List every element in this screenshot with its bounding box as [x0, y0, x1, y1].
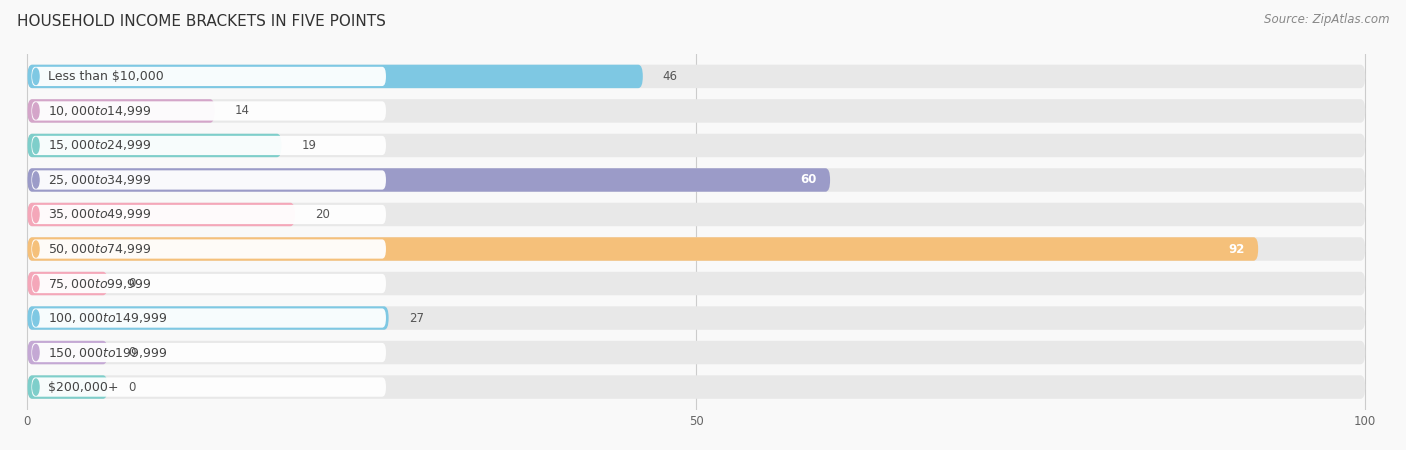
Circle shape: [32, 68, 39, 85]
Text: 19: 19: [302, 139, 316, 152]
FancyBboxPatch shape: [31, 239, 387, 259]
Circle shape: [32, 379, 39, 395]
Text: $50,000 to $74,999: $50,000 to $74,999: [48, 242, 152, 256]
Text: $15,000 to $24,999: $15,000 to $24,999: [48, 139, 152, 153]
Text: 14: 14: [235, 104, 250, 117]
FancyBboxPatch shape: [28, 168, 1365, 192]
FancyBboxPatch shape: [31, 101, 387, 121]
Text: 0: 0: [128, 381, 135, 394]
FancyBboxPatch shape: [28, 272, 108, 295]
Text: Source: ZipAtlas.com: Source: ZipAtlas.com: [1264, 14, 1389, 27]
Text: $25,000 to $34,999: $25,000 to $34,999: [48, 173, 152, 187]
Text: 46: 46: [662, 70, 678, 83]
Text: 0: 0: [128, 346, 135, 359]
FancyBboxPatch shape: [31, 308, 387, 328]
Text: HOUSEHOLD INCOME BRACKETS IN FIVE POINTS: HOUSEHOLD INCOME BRACKETS IN FIVE POINTS: [17, 14, 385, 28]
FancyBboxPatch shape: [31, 274, 387, 293]
FancyBboxPatch shape: [28, 375, 108, 399]
Circle shape: [32, 241, 39, 257]
FancyBboxPatch shape: [28, 272, 1365, 295]
Text: 20: 20: [315, 208, 330, 221]
FancyBboxPatch shape: [28, 168, 830, 192]
Text: Less than $10,000: Less than $10,000: [48, 70, 165, 83]
FancyBboxPatch shape: [28, 237, 1365, 261]
FancyBboxPatch shape: [28, 306, 1365, 330]
FancyBboxPatch shape: [31, 343, 387, 362]
FancyBboxPatch shape: [28, 237, 1258, 261]
Circle shape: [32, 172, 39, 188]
Circle shape: [32, 344, 39, 360]
Text: 60: 60: [800, 174, 817, 186]
Text: $150,000 to $199,999: $150,000 to $199,999: [48, 346, 167, 360]
FancyBboxPatch shape: [28, 65, 643, 88]
Text: $35,000 to $49,999: $35,000 to $49,999: [48, 207, 152, 221]
Circle shape: [32, 275, 39, 292]
FancyBboxPatch shape: [28, 375, 1365, 399]
Text: $200,000+: $200,000+: [48, 381, 120, 394]
Circle shape: [32, 207, 39, 223]
FancyBboxPatch shape: [28, 65, 1365, 88]
FancyBboxPatch shape: [31, 205, 387, 224]
Circle shape: [32, 137, 39, 153]
FancyBboxPatch shape: [28, 306, 388, 330]
FancyBboxPatch shape: [28, 203, 295, 226]
FancyBboxPatch shape: [28, 134, 281, 157]
FancyBboxPatch shape: [28, 341, 108, 364]
FancyBboxPatch shape: [28, 99, 1365, 123]
Text: $10,000 to $14,999: $10,000 to $14,999: [48, 104, 152, 118]
FancyBboxPatch shape: [28, 203, 1365, 226]
Circle shape: [32, 310, 39, 326]
Text: 92: 92: [1229, 243, 1244, 256]
Text: 0: 0: [128, 277, 135, 290]
FancyBboxPatch shape: [31, 378, 387, 397]
FancyBboxPatch shape: [28, 134, 1365, 157]
FancyBboxPatch shape: [31, 67, 387, 86]
Text: $100,000 to $149,999: $100,000 to $149,999: [48, 311, 167, 325]
FancyBboxPatch shape: [28, 99, 215, 123]
FancyBboxPatch shape: [28, 341, 1365, 364]
Circle shape: [32, 103, 39, 119]
Text: $75,000 to $99,999: $75,000 to $99,999: [48, 276, 152, 291]
FancyBboxPatch shape: [31, 136, 387, 155]
FancyBboxPatch shape: [31, 171, 387, 189]
Text: 27: 27: [409, 311, 423, 324]
